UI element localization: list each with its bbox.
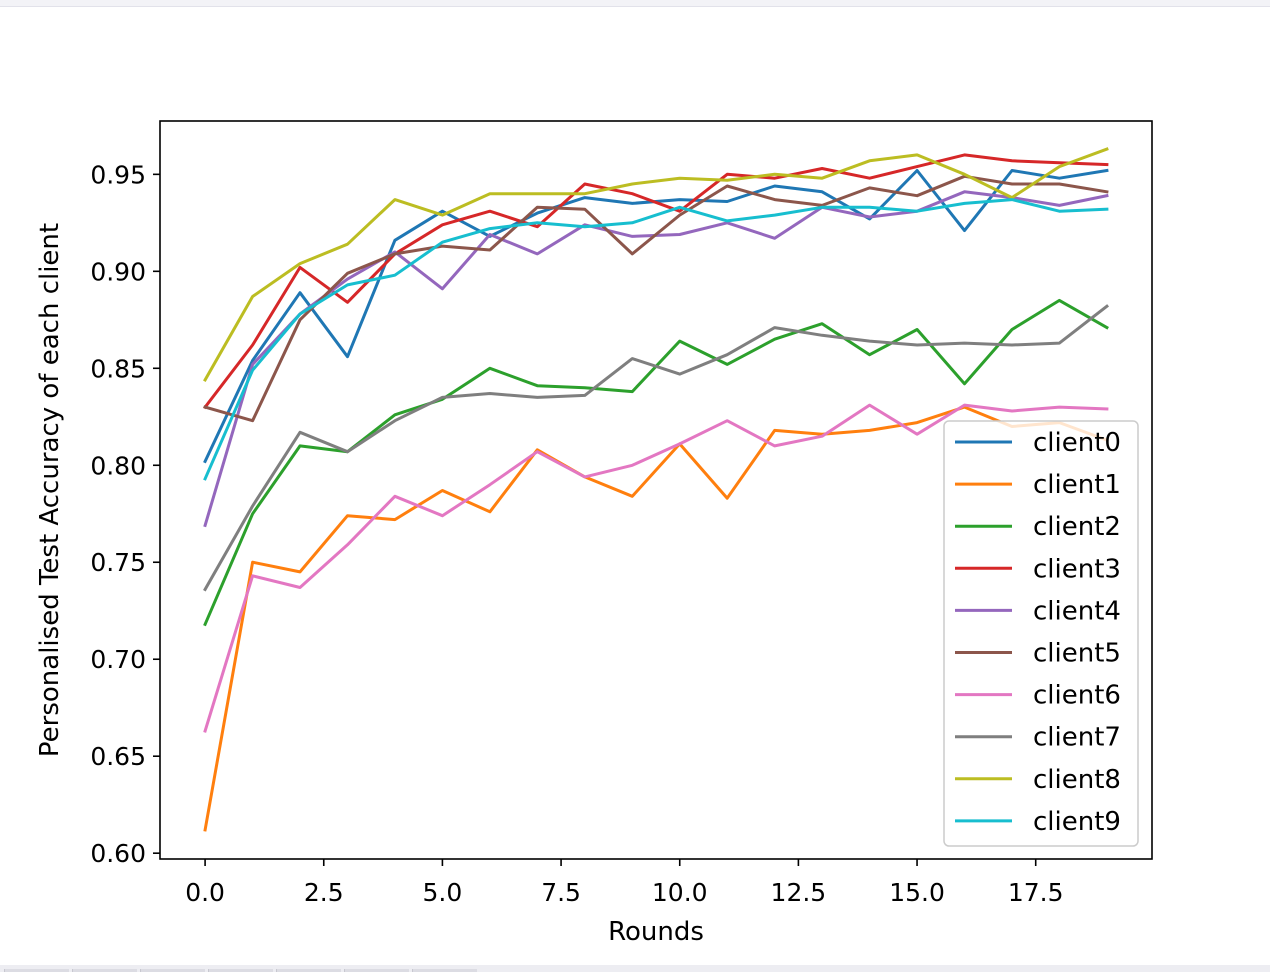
x-tick-label: 12.5 (771, 878, 827, 907)
x-tick-label: 0.0 (185, 878, 225, 907)
legend: client0 client1 client2 client3 client4 clien… (943, 420, 1139, 847)
series-line-client6 (203, 403, 1109, 733)
legend-label-client9: client9 (1033, 807, 1121, 837)
y-tick-label: 0.95 (90, 160, 146, 189)
top-toolbar-strip (0, 0, 1270, 7)
x-axis-label: Rounds (608, 917, 704, 947)
x-tick-label: 15.0 (889, 878, 945, 907)
x-axis-ticks: 0.0 2.5 5.0 7.5 10.0 12.5 15.0 17.5 (185, 859, 1064, 907)
y-tick-label: 0.90 (90, 257, 146, 286)
legend-label-client4: client4 (1033, 596, 1121, 626)
x-tick-label: 5.0 (423, 878, 463, 907)
y-tick-label: 0.60 (90, 839, 146, 868)
legend-label-client3: client3 (1033, 554, 1121, 584)
bottom-tab-6[interactable] (344, 969, 409, 972)
series-lines (202, 147, 1110, 832)
x-tick-label: 7.5 (541, 878, 581, 907)
series-line-client3 (202, 153, 1109, 410)
y-tick-label: 0.70 (90, 645, 146, 674)
x-tick-label: 2.5 (304, 878, 344, 907)
y-tick-label: 0.75 (90, 548, 146, 577)
bottom-tab-1[interactable] (4, 969, 69, 972)
legend-label-client8: client8 (1033, 765, 1121, 795)
legend-label-client0: client0 (1033, 428, 1121, 458)
legend-items: client0 client1 client2 client3 client4 clien… (955, 428, 1121, 837)
y-axis-label: Personalised Test Accuracy of each clien… (35, 223, 65, 757)
x-tick-label: 17.5 (1008, 878, 1064, 907)
x-tick-label: 10.0 (652, 878, 708, 907)
bottom-tab-5[interactable] (276, 969, 341, 972)
series-line-client7 (203, 304, 1110, 592)
series-line-client8 (203, 147, 1109, 382)
legend-label-client7: client7 (1033, 723, 1121, 753)
series-line-client9 (203, 198, 1109, 481)
series-line-client5 (203, 174, 1109, 423)
legend-label-client5: client5 (1033, 639, 1121, 669)
y-axis-ticks: 0.60 0.65 0.70 0.75 0.80 0.85 0.90 0.95 (90, 160, 160, 868)
legend-label-client2: client2 (1033, 512, 1121, 542)
legend-label-client6: client6 (1033, 681, 1121, 711)
bottom-tab-4[interactable] (208, 969, 273, 972)
bottom-tab-7[interactable] (412, 969, 477, 972)
y-tick-label: 0.65 (90, 742, 146, 771)
plot-frame (159, 120, 1153, 860)
bottom-tab-3[interactable] (140, 969, 205, 972)
bottom-status-strip (0, 965, 1270, 972)
y-tick-label: 0.80 (90, 451, 146, 480)
bottom-tab-2[interactable] (72, 969, 137, 972)
y-tick-label: 0.85 (90, 354, 146, 383)
legend-label-client1: client1 (1033, 470, 1121, 500)
